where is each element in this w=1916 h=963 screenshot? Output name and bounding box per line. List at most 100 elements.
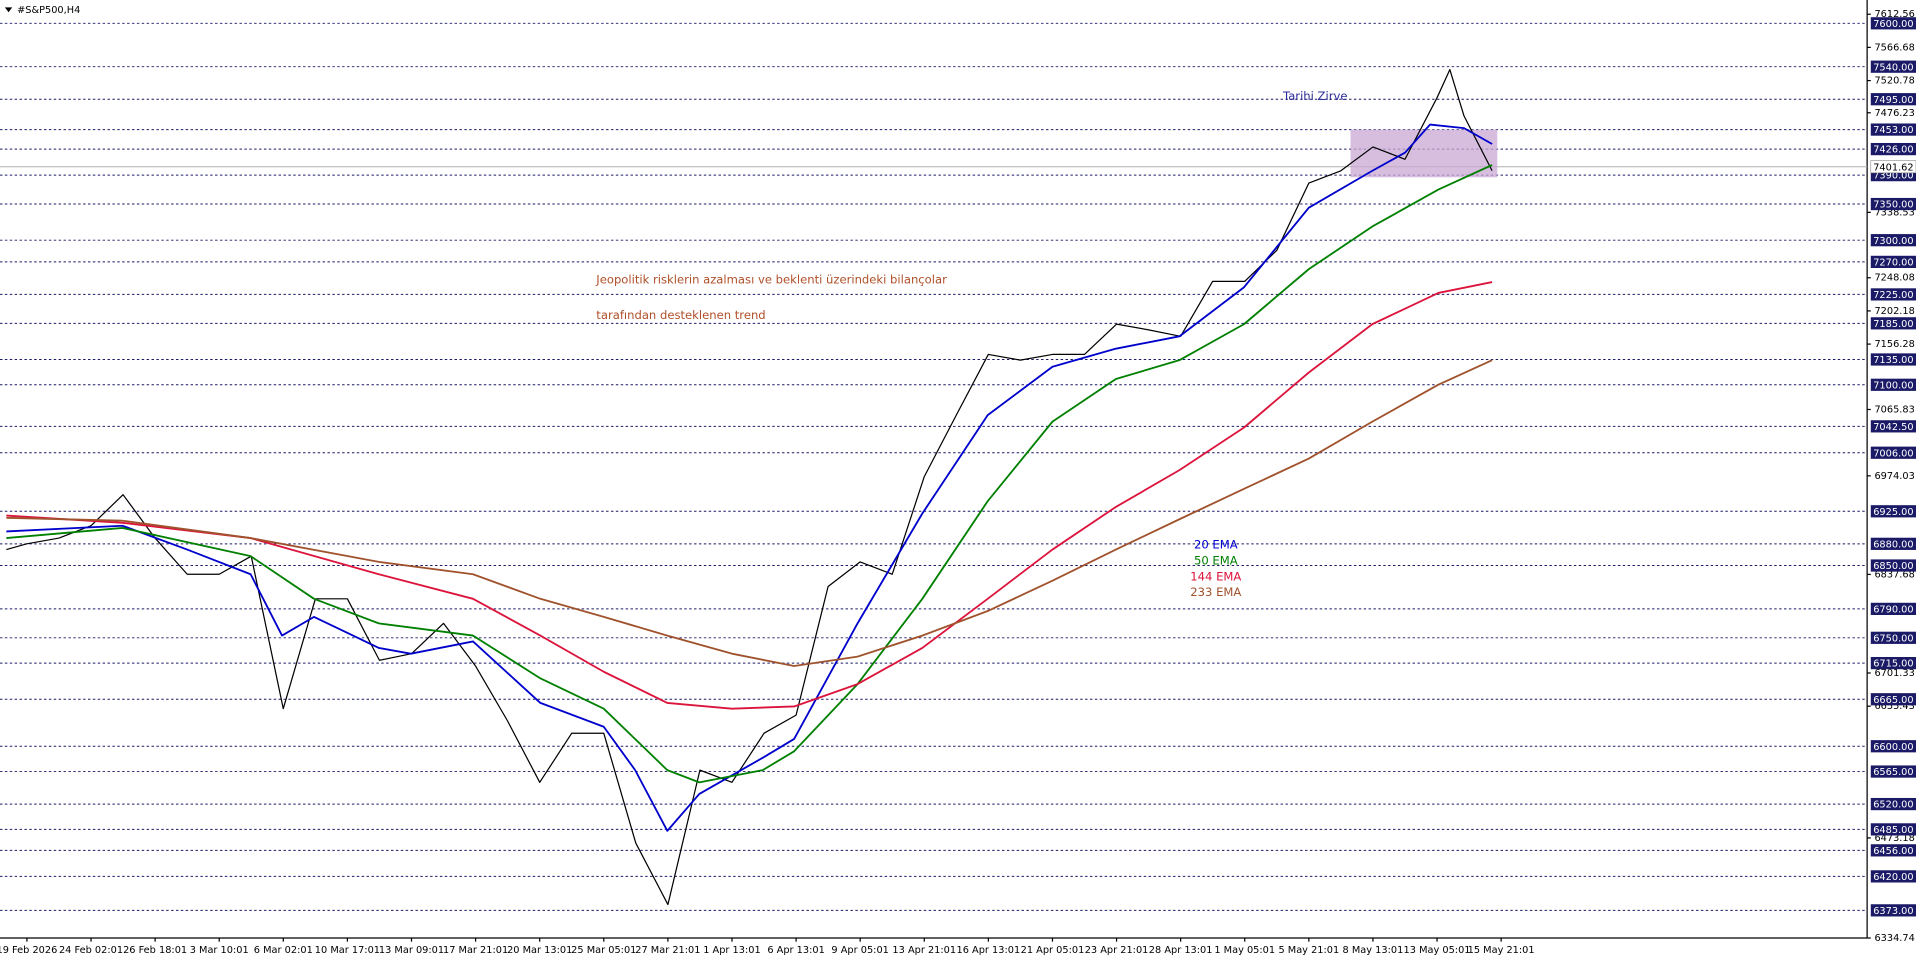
y-tick-label: 6701.33 <box>1874 668 1914 679</box>
level-label-bg <box>1870 17 1916 30</box>
level-label-bg <box>1870 60 1916 73</box>
menu-arrow[interactable] <box>4 7 13 13</box>
legend-entry: 20 EMA <box>1194 538 1238 552</box>
annotation: Jeopolitik risklerin azalması ve beklent… <box>595 272 947 286</box>
level-label: 7270.00 <box>1873 257 1913 268</box>
chart-title: #S&P500,H4 <box>17 5 80 16</box>
level-label: 6850.00 <box>1873 561 1913 572</box>
level-label-bg <box>1870 693 1916 706</box>
legend-entry: 50 EMA <box>1194 553 1238 567</box>
level-label-bg <box>1870 631 1916 644</box>
level-label: 7042.50 <box>1873 422 1913 433</box>
level-label-bg <box>1870 740 1916 753</box>
level-label: 6880.00 <box>1873 539 1913 550</box>
level-label: 6925.00 <box>1873 507 1913 518</box>
ema-line <box>6 281 1493 710</box>
level-label: 6520.00 <box>1873 800 1913 811</box>
data-layer <box>6 68 1498 906</box>
x-tick-label: 1 May 05:01 <box>1214 945 1275 956</box>
x-tick-label: 6 Mar 02:01 <box>254 945 313 956</box>
y-tick-label: 7248.08 <box>1874 273 1914 284</box>
x-tick-label: 19 Feb 2026 <box>0 945 57 956</box>
y-tick-label: 7065.83 <box>1874 404 1914 415</box>
level-label: 7185.00 <box>1873 319 1913 330</box>
x-tick-label: 28 Apr 13:01 <box>1149 945 1213 956</box>
level-label-bg <box>1870 657 1916 670</box>
level-label-bg <box>1870 446 1916 459</box>
level-label-bg <box>1870 420 1916 433</box>
level-label-bg <box>1870 142 1916 156</box>
x-tick-label: 17 Mar 21:01 <box>443 945 508 956</box>
y-tick-label: 6655.43 <box>1874 701 1914 712</box>
x-tick-label: 13 Mar 09:01 <box>379 945 444 956</box>
level-label-bg <box>1870 378 1916 391</box>
level-label-bg <box>1870 870 1916 883</box>
level-label-bg <box>1870 255 1916 268</box>
annotation: tarafından desteklenen trend <box>596 308 765 322</box>
level-label-bg <box>1870 537 1916 550</box>
text-layer: #S&P500,H4 Tarihi Zirve Jeopolitik riskl… <box>0 5 1916 956</box>
x-tick-label: 24 Feb 02:01 <box>59 945 123 956</box>
y-tick-label: 6473.18 <box>1874 833 1914 844</box>
level-label: 7495.00 <box>1873 95 1913 106</box>
y-tick-label: 6974.03 <box>1874 471 1914 482</box>
level-label: 6665.00 <box>1873 695 1913 706</box>
x-tick-label: 6 Apr 13:01 <box>767 945 824 956</box>
current-price-bg <box>1870 160 1916 174</box>
x-tick-label: 9 Apr 05:01 <box>831 945 888 956</box>
x-tick-label: 25 Mar 05:01 <box>571 945 636 956</box>
x-tick-label: 26 Feb 18:01 <box>123 945 187 956</box>
level-label: 7453.00 <box>1873 125 1913 136</box>
x-tick-label: 13 Apr 21:01 <box>892 945 956 956</box>
x-tick-label: 10 Mar 17:01 <box>315 945 380 956</box>
level-label-bg <box>1870 353 1916 366</box>
x-tick-label: 20 Mar 13:01 <box>507 945 572 956</box>
x-tick-label: 21 Apr 05:01 <box>1021 945 1085 956</box>
legend-entry: 144 EMA <box>1190 569 1241 583</box>
level-label: 7350.00 <box>1873 200 1913 211</box>
level-label-bg <box>1870 93 1916 106</box>
level-label-bg <box>1870 234 1916 247</box>
level-label: 7006.00 <box>1873 448 1913 459</box>
x-tick-label: 27 Mar 21:01 <box>635 945 700 956</box>
level-label: 7600.00 <box>1873 19 1913 30</box>
level-label-bg <box>1870 823 1916 836</box>
x-tick-label: 8 May 13:01 <box>1343 945 1404 956</box>
y-tick-label: 7520.78 <box>1874 76 1914 87</box>
y-tick-label: 7156.28 <box>1874 339 1914 350</box>
level-label-bg <box>1870 317 1916 330</box>
level-label: 6600.00 <box>1873 742 1913 753</box>
y-tick-label: 6334.74 <box>1874 933 1914 944</box>
level-label: 7225.00 <box>1873 290 1913 301</box>
level-label: 7100.00 <box>1873 380 1913 391</box>
level-label-bg <box>1870 797 1916 811</box>
level-label-bg <box>1870 288 1916 301</box>
level-label: 6790.00 <box>1873 605 1913 616</box>
y-tick-label: 7566.68 <box>1874 42 1914 53</box>
ema-line <box>6 359 1493 667</box>
x-tick-label: 5 May 21:01 <box>1278 945 1339 956</box>
ema-line <box>6 164 1493 784</box>
x-tick-label: 15 May 21:01 <box>1468 945 1535 956</box>
x-tick-label: 1 Apr 13:01 <box>703 945 760 956</box>
level-label-bg <box>1870 844 1916 857</box>
level-label: 6565.00 <box>1873 767 1913 778</box>
level-label: 6715.00 <box>1873 659 1913 670</box>
level-label-bg <box>1870 559 1916 572</box>
ema-line <box>6 123 1493 832</box>
level-label: 7540.00 <box>1873 62 1913 73</box>
level-label: 6750.00 <box>1873 633 1913 644</box>
level-label: 7135.00 <box>1873 355 1913 366</box>
level-label: 7426.00 <box>1873 145 1913 156</box>
x-tick-label: 23 Apr 21:01 <box>1085 945 1149 956</box>
y-tick-label: 7476.23 <box>1874 108 1914 119</box>
y-tick-label: 6837.68 <box>1874 569 1914 580</box>
level-label: 6485.00 <box>1873 825 1913 836</box>
level-label: 7300.00 <box>1873 236 1913 247</box>
level-label: 6373.00 <box>1873 906 1913 917</box>
x-tick-label: 13 May 05:01 <box>1404 945 1471 956</box>
level-label-bg <box>1870 123 1916 136</box>
level-label-bg <box>1870 197 1916 211</box>
